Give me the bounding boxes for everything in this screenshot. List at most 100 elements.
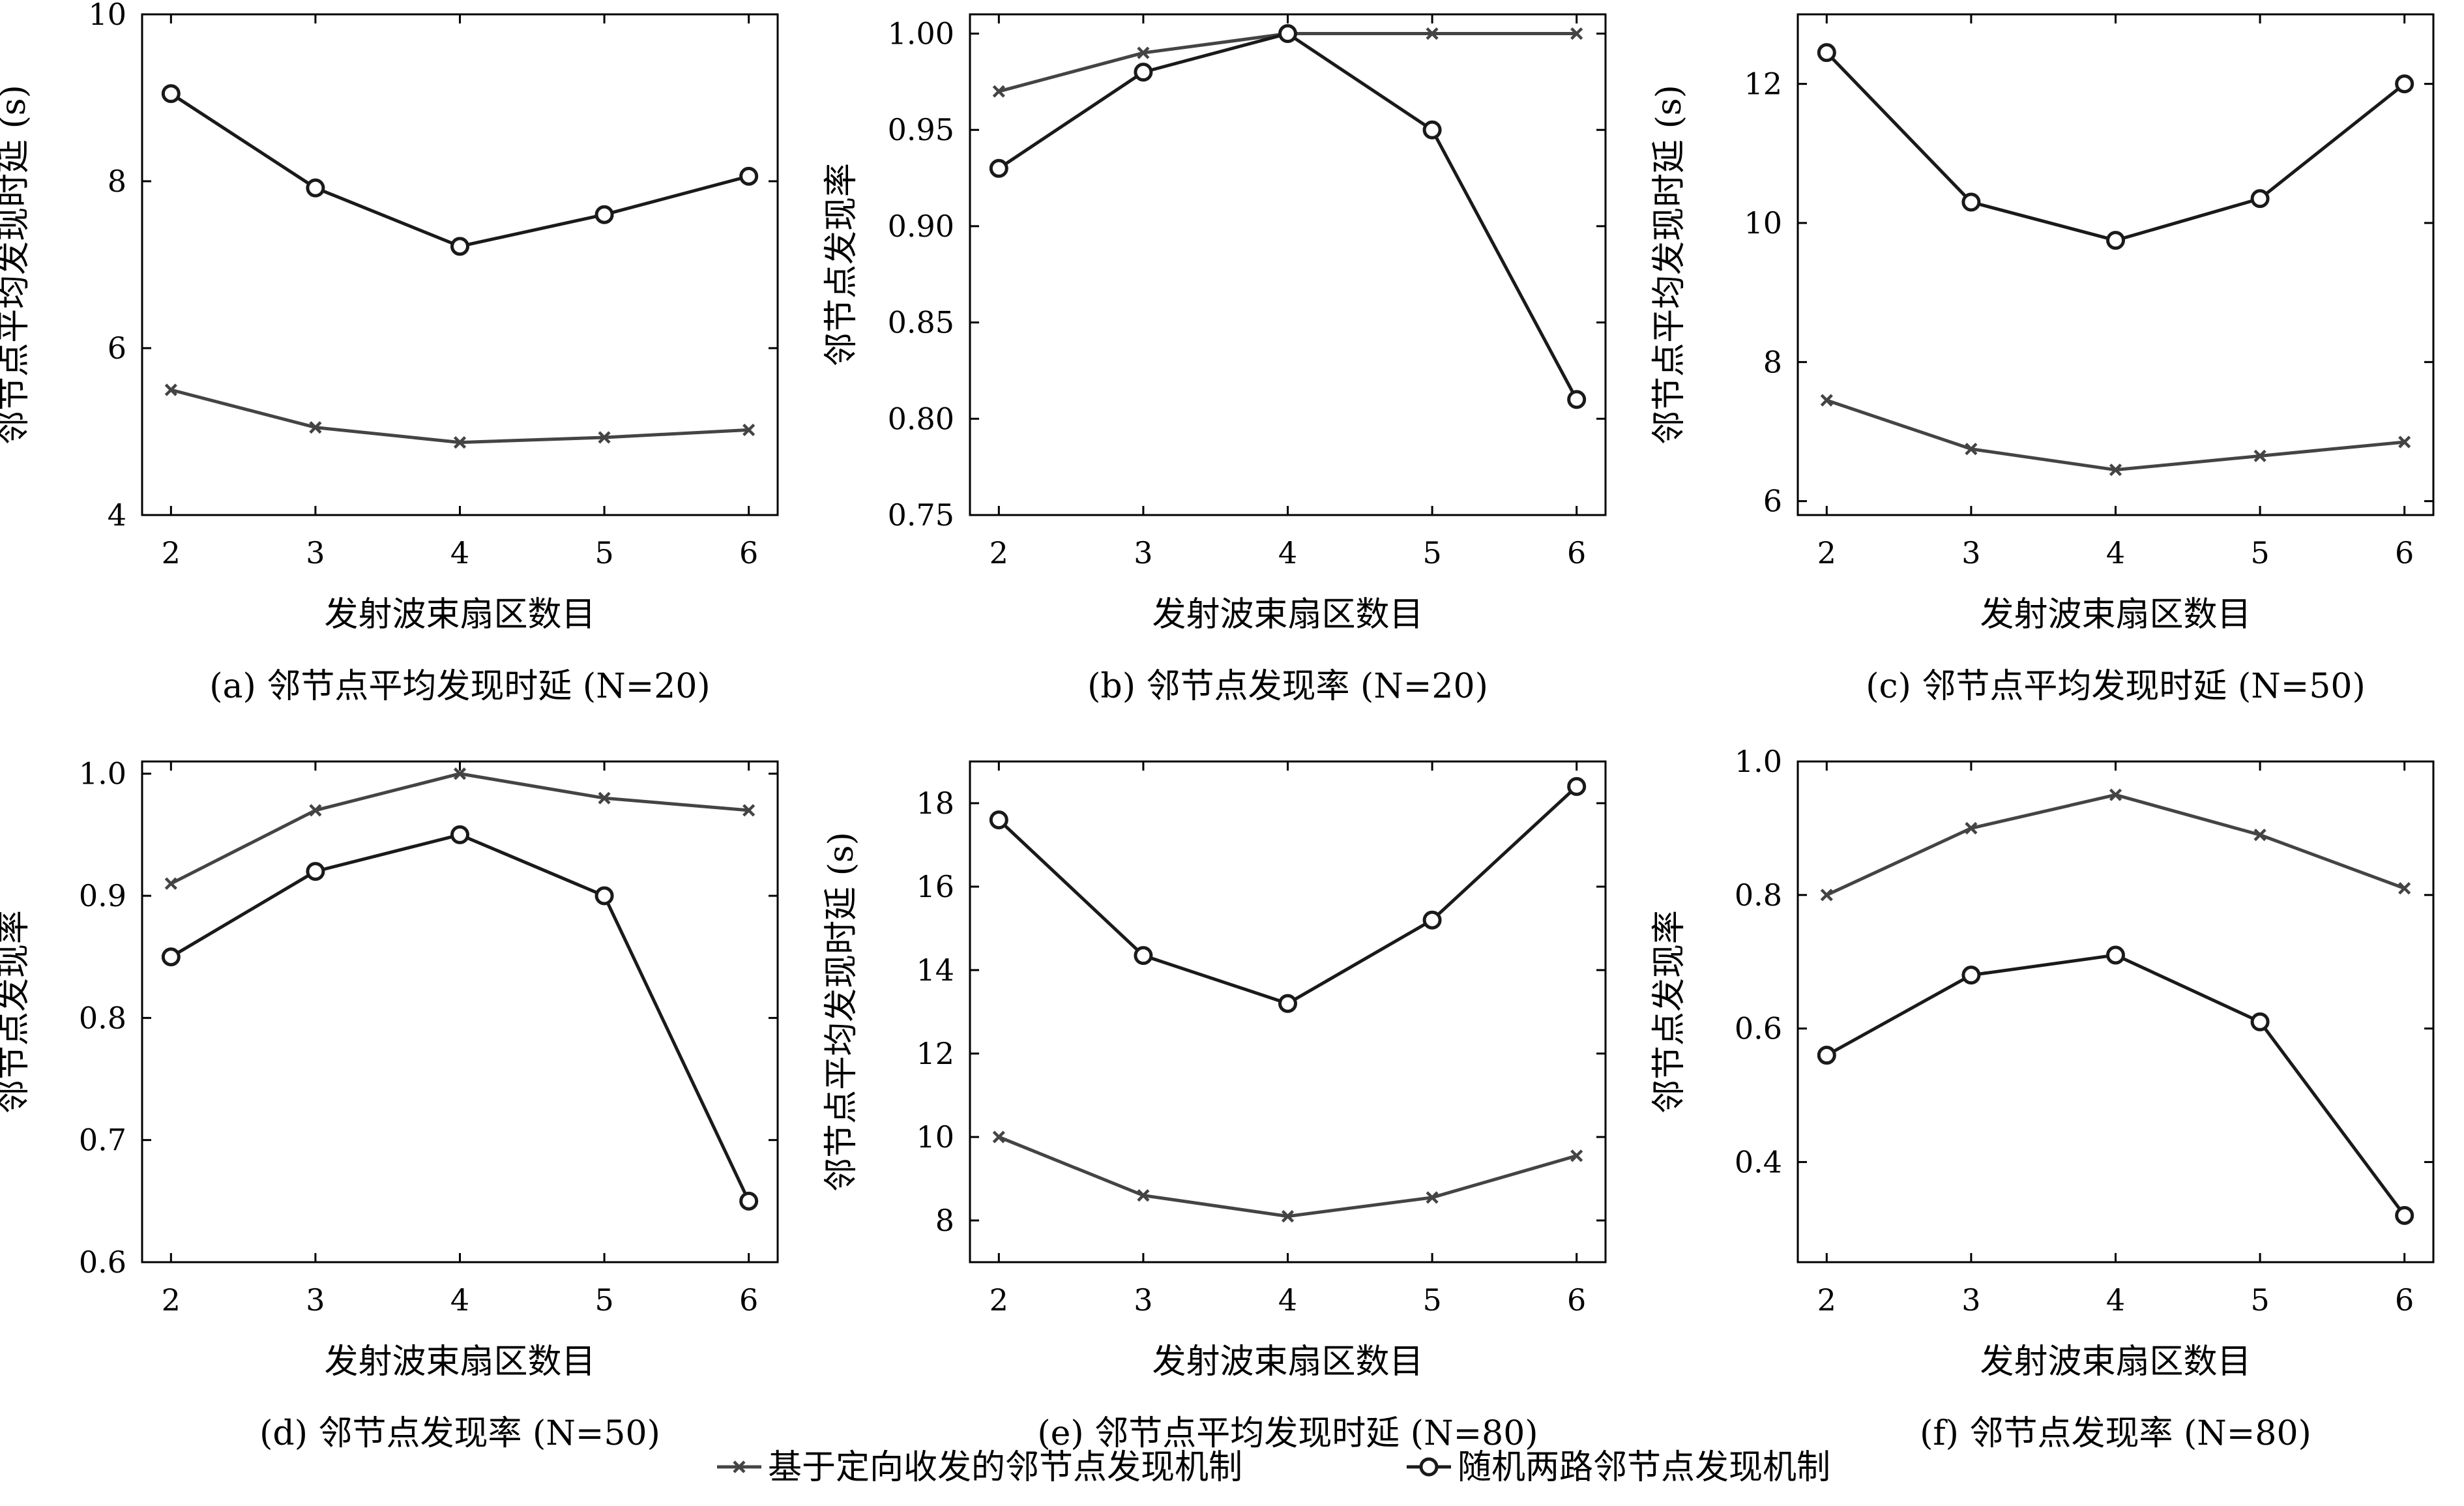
legend-item: 随机两路邻节点发现机制 <box>1407 1448 1830 1487</box>
y-tick-label: 0.95 <box>888 112 954 147</box>
y-axis-label: 邻节点平均发现时延 (s) <box>1650 85 1689 445</box>
plot-frame <box>141 13 779 516</box>
data-point <box>2109 464 2122 477</box>
data-point <box>1961 966 1981 985</box>
series-line <box>997 32 1578 400</box>
y-tick-label: 1.00 <box>888 16 954 52</box>
data-point <box>2395 74 2414 94</box>
y-tick-label: 0.9 <box>79 878 126 913</box>
y-tick-label: 16 <box>916 869 954 904</box>
data-point <box>1426 1191 1439 1204</box>
x-tick-label: 6 <box>739 535 758 570</box>
legend-item: 基于定向收发的邻节点发现机制 <box>717 1448 1242 1487</box>
x-tick-label: 3 <box>1134 535 1152 570</box>
y-axis-label: 邻节点发现率 <box>0 910 33 1114</box>
legend-label: 基于定向收发的邻节点发现机制 <box>768 1448 1242 1487</box>
x-axis-label: 发射波束扇区数目 <box>1152 595 1423 634</box>
x-tick-label: 2 <box>162 535 181 570</box>
x-axis-label: 发射波束扇区数目 <box>1980 595 2251 634</box>
series-line <box>169 92 750 248</box>
x-tick-label: 2 <box>990 1282 1008 1318</box>
legend-marker <box>733 1460 746 1473</box>
y-tick-label: 0.85 <box>888 305 954 340</box>
x-tick-label: 2 <box>1817 1282 1836 1318</box>
series-line <box>170 833 750 1202</box>
data-point <box>306 862 325 881</box>
y-tick-label: 0.4 <box>1735 1144 1782 1179</box>
y-tick-label: 6 <box>1763 484 1782 519</box>
data-point <box>1961 192 1981 212</box>
data-point <box>1820 889 1833 902</box>
series-line <box>997 785 1578 1005</box>
x-tick-label: 3 <box>1961 1282 1980 1318</box>
y-tick-label: 0.7 <box>79 1123 126 1158</box>
data-point <box>453 436 467 449</box>
y-tick-label: 0.80 <box>888 401 954 436</box>
x-tick-label: 2 <box>162 1282 181 1318</box>
x-tick-label: 5 <box>1422 1282 1441 1318</box>
panel-caption: (d) 邻节点发现率 (N=50) <box>259 1414 660 1453</box>
x-tick-label: 6 <box>2395 535 2414 570</box>
x-tick-label: 5 <box>2250 1282 2269 1318</box>
y-tick-label: 0.8 <box>1735 878 1782 913</box>
y-tick-label: 1.0 <box>1735 744 1782 779</box>
x-axis-label: 发射波束扇区数目 <box>324 595 595 634</box>
y-tick-label: 12 <box>1744 66 1782 102</box>
y-tick-label: 0.6 <box>1735 1011 1782 1046</box>
y-tick-label: 0.90 <box>888 209 954 244</box>
data-point <box>594 205 614 224</box>
panel-caption: (f) 邻节点发现率 (N=80) <box>1920 1414 2311 1453</box>
data-point <box>2109 788 2122 801</box>
data-point <box>1817 43 1836 63</box>
panel-caption: (a) 邻节点平均发现时延 (N=20) <box>209 667 710 706</box>
plot-frame <box>1797 13 2435 516</box>
x-tick-label: 5 <box>2250 535 2269 570</box>
x-tick-label: 4 <box>2106 1282 2125 1318</box>
data-point <box>2398 436 2411 449</box>
y-tick-label: 8 <box>108 164 126 199</box>
chart-panel: 2 3 4 5 6 0.6 0.7 0.8 0.9 1.0 发射波束扇区数目 邻节点发现率 (d) 邻节… <box>0 756 779 1453</box>
panel-caption: (e) 邻节点平均发现时延 (N=80) <box>1037 1414 1538 1453</box>
data-point <box>1281 1210 1295 1223</box>
x-tick-label: 3 <box>1961 535 1980 570</box>
data-point <box>2250 189 2270 209</box>
x-tick-label: 4 <box>2106 535 2125 570</box>
data-point <box>309 804 322 817</box>
series-line <box>1825 51 2406 243</box>
chart-panel: 2 3 4 5 6 6 8 10 12 发射波束扇区数目 邻节点平均发现时延 (s) (c) 邻节点平… <box>1650 13 2435 706</box>
data-point <box>598 791 611 805</box>
data-point <box>594 886 614 906</box>
y-tick-label: 0.75 <box>888 497 954 533</box>
data-point <box>1820 394 1833 407</box>
data-point <box>598 431 611 444</box>
y-tick-label: 14 <box>916 952 954 988</box>
y-tick-label: 8 <box>1763 344 1782 379</box>
data-point <box>164 383 177 396</box>
data-point <box>1965 443 1978 456</box>
data-point <box>1137 46 1150 59</box>
x-tick-label: 6 <box>739 1282 758 1318</box>
x-tick-label: 3 <box>306 1282 325 1318</box>
series-line <box>1826 398 2405 472</box>
x-tick-label: 3 <box>306 535 325 570</box>
y-tick-label: 4 <box>108 497 126 533</box>
x-axis-label: 发射波束扇区数目 <box>1980 1342 2251 1381</box>
data-point <box>1567 776 1587 796</box>
data-point <box>739 1191 759 1211</box>
x-tick-label: 6 <box>1567 535 1586 570</box>
data-point <box>2253 829 2266 842</box>
x-axis-label: 发射波束扇区数目 <box>1152 1342 1423 1381</box>
y-axis-label: 邻节点发现率 <box>822 163 861 366</box>
legend-marker <box>1419 1457 1439 1477</box>
data-point <box>2250 1012 2270 1031</box>
x-tick-label: 4 <box>1278 535 1297 570</box>
data-point <box>989 158 1008 178</box>
data-point <box>2253 449 2266 462</box>
data-point <box>1137 1189 1150 1202</box>
data-point <box>161 947 181 967</box>
chart-panel: 2 3 4 5 6 4 6 8 10 发射波束扇区数目 邻节点平均发现时延 (s) (a) 邻节点平均… <box>0 0 779 706</box>
data-point <box>992 85 1005 98</box>
chart-panel: 2 3 4 5 6 0.4 0.6 0.8 1.0 发射波束扇区数目 邻节点发现率 (f) 邻节点发现… <box>1650 744 2435 1453</box>
data-point <box>1426 27 1439 40</box>
data-point <box>742 804 755 817</box>
